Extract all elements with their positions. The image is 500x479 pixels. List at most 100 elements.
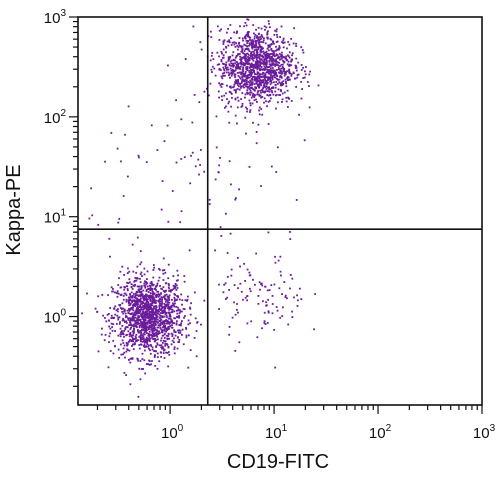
data-point	[277, 55, 280, 58]
data-point	[185, 336, 188, 339]
data-point	[152, 324, 154, 327]
data-point	[260, 40, 263, 43]
data-point	[135, 307, 138, 310]
data-point	[264, 285, 267, 288]
data-point	[253, 37, 256, 40]
data-point	[255, 101, 258, 103]
data-point	[144, 372, 147, 375]
data-point	[139, 303, 142, 306]
data-point	[240, 73, 243, 76]
data-point	[173, 285, 176, 288]
data-point	[230, 105, 233, 108]
data-point	[127, 299, 130, 302]
data-point	[244, 44, 247, 47]
data-point	[124, 328, 127, 331]
data-point	[221, 62, 224, 65]
data-point	[153, 354, 156, 357]
data-point	[242, 68, 244, 70]
data-point	[242, 74, 245, 77]
data-point	[251, 64, 254, 67]
data-point	[165, 305, 168, 308]
data-point	[148, 316, 151, 319]
data-point	[187, 334, 190, 337]
data-point	[266, 33, 269, 36]
data-point	[158, 300, 161, 303]
data-point	[230, 72, 233, 75]
data-point	[190, 154, 192, 157]
data-point	[246, 295, 248, 297]
data-point	[139, 338, 142, 341]
data-point	[256, 68, 259, 71]
data-point	[156, 335, 159, 338]
data-point	[164, 326, 166, 328]
data-point	[283, 61, 286, 64]
data-point	[183, 308, 186, 311]
data-point	[253, 283, 256, 286]
data-point	[215, 115, 218, 118]
data-point	[161, 307, 163, 310]
data-point	[265, 65, 268, 68]
data-point	[290, 100, 293, 102]
data-point	[292, 42, 295, 45]
data-point	[250, 65, 253, 67]
data-point	[149, 333, 152, 336]
data-point	[238, 66, 241, 69]
data-point	[150, 302, 153, 305]
data-point	[284, 294, 287, 297]
data-point	[142, 329, 145, 331]
data-point	[236, 303, 238, 305]
data-point	[151, 346, 154, 349]
data-point	[138, 335, 141, 338]
data-point	[264, 66, 267, 69]
data-point	[150, 324, 153, 327]
data-point	[286, 106, 289, 108]
data-point	[174, 293, 177, 296]
data-point	[152, 308, 154, 311]
data-point	[162, 321, 165, 324]
data-point	[154, 338, 157, 340]
data-point	[223, 94, 226, 97]
data-point	[262, 62, 265, 64]
data-point	[126, 289, 129, 292]
data-point	[260, 58, 263, 61]
data-point	[240, 60, 243, 63]
data-point	[117, 348, 120, 351]
data-point	[163, 311, 166, 314]
data-point	[230, 74, 233, 77]
data-point	[252, 88, 255, 91]
data-point	[234, 81, 236, 83]
data-point	[271, 91, 274, 94]
data-point	[143, 273, 146, 276]
data-point	[187, 319, 190, 322]
data-point	[239, 82, 242, 85]
data-point	[273, 42, 275, 45]
data-point	[163, 303, 166, 305]
data-point	[175, 99, 178, 102]
data-point	[101, 293, 104, 296]
data-point	[142, 323, 145, 326]
data-point	[163, 321, 166, 324]
data-point	[123, 335, 125, 338]
data-point	[257, 48, 260, 51]
data-point	[156, 318, 159, 321]
data-point	[144, 318, 147, 321]
data-point	[123, 371, 126, 374]
data-point	[179, 324, 181, 327]
data-point	[268, 77, 271, 80]
data-point	[126, 344, 129, 346]
data-point	[171, 311, 174, 313]
data-point	[295, 42, 297, 45]
data-point	[130, 340, 133, 343]
data-point	[130, 306, 133, 309]
data-point	[264, 79, 267, 81]
data-point	[155, 288, 157, 291]
data-point	[167, 322, 169, 324]
data-point	[244, 82, 246, 85]
data-point	[253, 49, 256, 51]
data-point	[165, 330, 168, 333]
data-point	[290, 74, 293, 77]
data-point	[237, 62, 240, 65]
data-point	[257, 64, 260, 67]
data-point	[295, 69, 298, 72]
data-point	[280, 57, 283, 60]
